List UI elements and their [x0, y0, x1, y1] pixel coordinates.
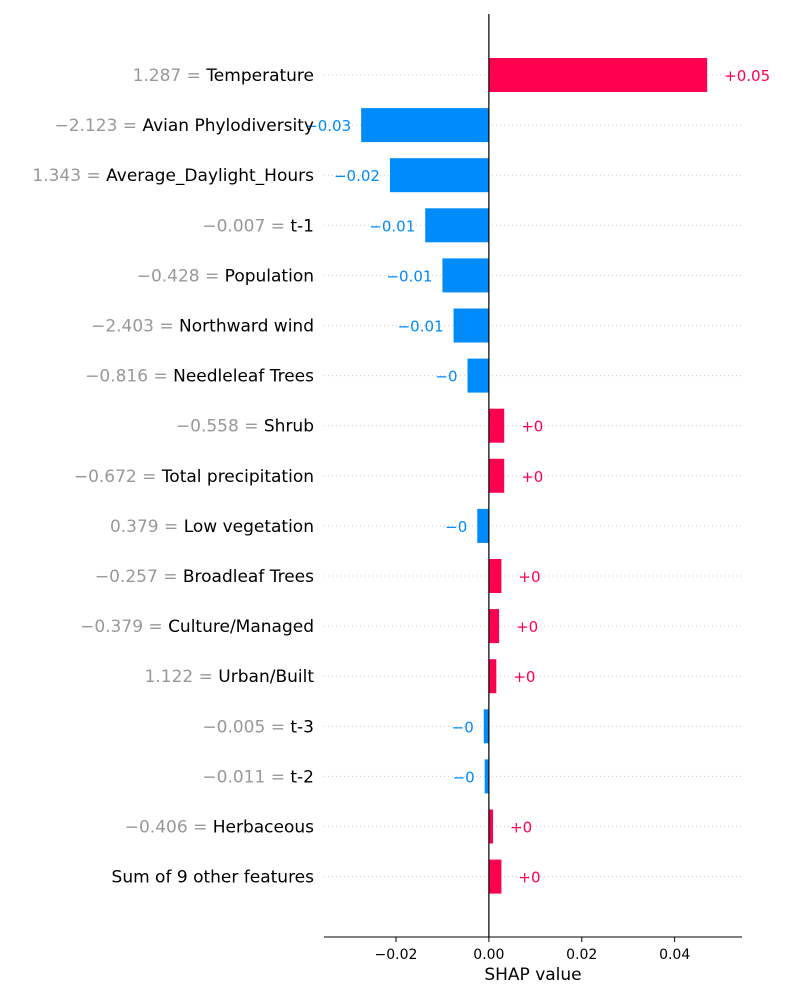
feature-name: t-3: [290, 717, 314, 737]
bar-total-precipitation: [488, 458, 505, 493]
feature-name: Culture/Managed: [168, 617, 314, 637]
feature-name: Avian Phylodiversity: [142, 116, 314, 136]
bar-value-label: +0: [521, 418, 543, 436]
feature-label: −0.379 = Culture/Managed: [80, 617, 314, 637]
bar-value-label: −0.01: [398, 318, 444, 336]
bar-layer: [361, 58, 708, 894]
feature-name: Needleleaf Trees: [173, 367, 314, 387]
bar-value-label: +0: [518, 869, 540, 887]
feature-label: Sum of 9 other features: [112, 868, 315, 888]
feature-label: −0.816 = Needleleaf Trees: [85, 367, 314, 387]
feature-label: −0.558 = Shrub: [176, 417, 314, 437]
feature-name: t-2: [290, 767, 314, 787]
bar-value-label: −0.03: [305, 117, 351, 135]
feature-value: −0.005 =: [202, 717, 290, 737]
x-tick-label: 0.04: [659, 947, 690, 963]
feature-label: −0.007 = t-1: [202, 216, 314, 236]
feature-label: 1.287 = Temperature: [133, 66, 314, 86]
feature-name: t-1: [290, 216, 314, 236]
bar-urban-built: [488, 659, 497, 694]
bar-t-2: [484, 759, 489, 794]
feature-label: 1.122 = Urban/Built: [145, 667, 315, 687]
bar-herbaceous: [488, 809, 494, 844]
feature-name: Total precipitation: [161, 467, 314, 487]
bar-shrub: [488, 408, 505, 443]
feature-name: Population: [225, 266, 314, 286]
x-tick-label: −0.02: [375, 947, 418, 963]
bar-value-label: +0: [521, 468, 543, 486]
feature-name: Shrub: [264, 417, 314, 437]
bar-low-vegetation: [477, 508, 489, 543]
bar-northward-wind: [453, 308, 489, 343]
feature-label: −0.005 = t-3: [202, 717, 314, 737]
bar-value-label: +0: [516, 618, 538, 636]
feature-label: −2.123 = Avian Phylodiversity: [54, 116, 314, 136]
bar-temperature: [488, 58, 708, 92]
feature-label: −0.406 = Herbaceous: [125, 818, 314, 838]
bar-value-label: −0.01: [386, 267, 432, 285]
label-layer: +0.051.287 = Temperature−0.03−2.123 = Av…: [32, 66, 770, 888]
feature-name: Average_Daylight_Hours: [106, 166, 314, 186]
bar-t-1: [425, 208, 489, 243]
x-axis-title: SHAP value: [484, 965, 581, 985]
x-axis: −0.02 0.00 0.02 0.04: [324, 936, 742, 963]
feature-label: 0.379 = Low vegetation: [110, 517, 314, 537]
bar-value-label: +0: [513, 668, 535, 686]
bar-value-label: −0: [445, 518, 467, 536]
feature-value: 1.343 =: [32, 166, 106, 186]
feature-value: −0.816 =: [85, 367, 173, 387]
bar-broadleaf-trees: [488, 559, 502, 593]
bar-population: [442, 258, 489, 293]
feature-value: −0.257 =: [95, 567, 183, 587]
feature-label: −2.403 = Northward wind: [91, 317, 314, 337]
feature-name: Low vegetation: [184, 517, 314, 537]
bar-value-label: +0: [518, 568, 540, 586]
feature-name: Broadleaf Trees: [183, 567, 314, 587]
bar-t-3: [483, 709, 489, 744]
feature-label: 1.343 = Average_Daylight_Hours: [32, 166, 314, 186]
bar-culture-managed: [488, 609, 500, 644]
x-tick-label: 0.00: [473, 947, 504, 963]
feature-name: Northward wind: [179, 317, 314, 337]
feature-label: −0.257 = Broadleaf Trees: [95, 567, 314, 587]
bar-value-label: +0.05: [724, 67, 770, 85]
bar-value-label: −0.02: [334, 167, 380, 185]
bar-average-daylight-hours: [389, 158, 489, 193]
feature-value: 1.122 =: [145, 667, 219, 687]
feature-value: −2.123 =: [54, 116, 142, 136]
feature-name: Herbaceous: [213, 818, 314, 838]
feature-value: 0.379 =: [110, 517, 184, 537]
bar-value-label: −0.01: [369, 217, 415, 235]
bar-value-label: −0: [453, 768, 475, 786]
feature-value: −0.007 =: [202, 216, 290, 236]
bar-value-label: −0: [435, 368, 457, 386]
feature-name: Urban/Built: [218, 667, 314, 687]
feature-value: −0.558 =: [176, 417, 264, 437]
feature-value: −0.406 =: [125, 818, 213, 838]
feature-value: −0.672 =: [74, 467, 162, 487]
bar-needleleaf-trees: [467, 358, 489, 393]
grid-layer: [324, 74, 742, 878]
bar-sum-of-9-other-features: [488, 859, 502, 894]
bar-avian-phylodiversity: [361, 108, 489, 143]
feature-name: Temperature: [205, 66, 314, 86]
bar-value-label: +0: [510, 819, 532, 837]
feature-label: −0.428 = Population: [137, 266, 314, 286]
feature-value: 1.287 =: [133, 66, 207, 86]
feature-value: −0.011 =: [202, 767, 290, 787]
feature-value: −0.428 =: [137, 266, 225, 286]
feature-value: −0.379 =: [80, 617, 168, 637]
feature-label: −0.011 = t-2: [202, 767, 314, 787]
bar-value-label: −0: [452, 718, 474, 736]
feature-value: −2.403 =: [91, 317, 179, 337]
x-tick-label: 0.02: [566, 947, 597, 963]
feature-name: Sum of 9 other features: [112, 868, 315, 888]
feature-label: −0.672 = Total precipitation: [74, 467, 314, 487]
